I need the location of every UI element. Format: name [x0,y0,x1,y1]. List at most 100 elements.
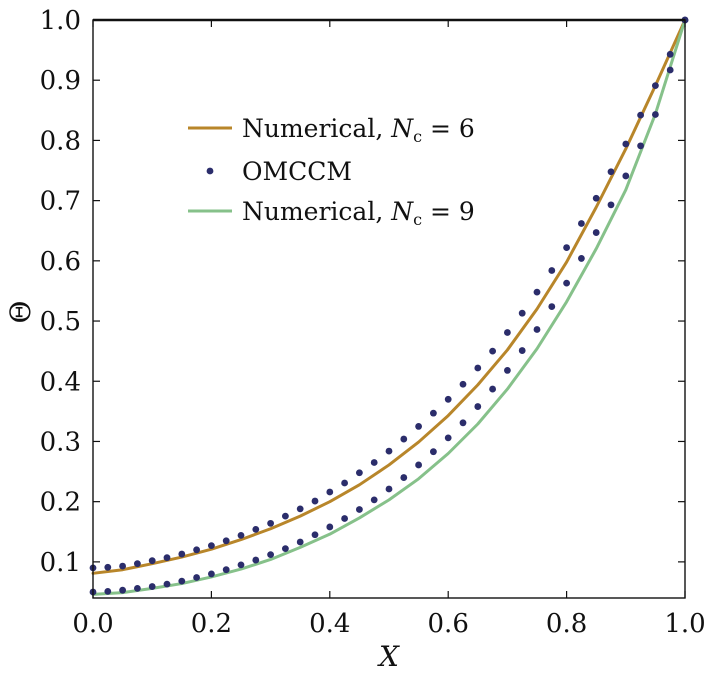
omccm-point [370,496,378,504]
y-tick-label: 0.7 [40,187,81,217]
omccm-point [474,364,482,372]
omccm-point [444,395,452,403]
y-tick-label: 0.6 [40,247,81,277]
x-tick-label: 0.8 [546,609,587,639]
omccm-point [504,367,511,374]
omccm-point [652,82,659,90]
omccm-point [341,515,348,522]
series-line-0 [91,18,687,575]
omccm-point [430,448,437,456]
omccm-point [326,488,334,496]
omccm-point [104,563,112,571]
series-line-1 [91,18,687,596]
omccm-point [208,542,215,550]
omccm-point [607,201,615,209]
omccm-point [548,267,556,274]
omccm-point [637,142,644,150]
omccm-point [370,459,378,466]
legend-label-numerical-nc9-sub: c [413,210,422,229]
legend-swatch-omccm [206,167,214,175]
omccm-point [592,229,600,236]
omccm-point [518,347,526,354]
omccm-point [533,288,541,296]
omccm-point [652,111,659,118]
omccm-point [208,570,215,578]
omccm-point [267,519,274,527]
omccm-point [311,531,319,539]
omccm-point [459,419,467,427]
omccm-point [607,168,615,176]
x-tick-label: 0.2 [191,609,232,639]
omccm-point [563,279,570,287]
x-axis-label: X [377,640,400,673]
omccm-point [178,577,186,585]
legend-entry-numerical-nc6: Numerical, Nc = 6 [188,114,475,146]
y-tick-label: 0.4 [40,367,81,397]
omccm-point [504,329,511,336]
omccm-point [415,423,422,430]
legend-label-numerical-nc9-rel: = 9 [422,197,475,226]
legend: Numerical, Nc = 6 OMCCM Numerical, Nc = … [188,114,475,229]
y-tick-label: 1.0 [40,6,81,36]
omccm-point [637,111,644,119]
legend-entry-numerical-nc9: Numerical, Nc = 9 [188,197,475,229]
omccm-point [193,574,201,581]
omccm-point [311,497,319,505]
omccm-point [622,140,630,148]
omccm-point [119,586,126,594]
omccm-point [622,172,630,180]
legend-label-numerical-nc6-var: N [390,114,414,143]
omccm-point [400,435,408,443]
omccm-point [548,303,556,310]
legend-label-numerical-nc6-sub: c [413,127,422,146]
omccm-point [178,550,186,558]
plot-background [93,20,685,598]
omccm-point [400,474,408,481]
omccm-point [237,561,245,569]
omccm-point [134,584,141,592]
omccm-point [282,512,289,520]
y-tick-label: 0.5 [40,307,81,337]
omccm-point [474,403,482,410]
y-tick-label: 0.2 [40,488,81,518]
omccm-point [578,255,585,262]
omccm-point [252,525,260,533]
omccm-point [163,554,171,562]
omccm-point [222,566,230,574]
legend-label-omccm: OMCCM [242,157,352,186]
omccm-point [119,562,126,570]
y-tick-label: 0.9 [40,66,81,96]
omccm-point [104,587,112,595]
omccm-point [326,523,334,531]
legend-entry-omccm: OMCCM [206,157,352,186]
legend-label-numerical-nc9-name: Numerical, [242,197,391,226]
x-tick-label: 0.6 [428,609,469,639]
omccm-point [296,505,304,513]
omccm-point [267,551,274,559]
omccm-point [385,485,393,493]
y-tick-label: 0.3 [40,427,81,457]
y-tick-label: 0.8 [40,126,81,156]
omccm-point [356,469,363,477]
omccm-point [563,244,570,251]
omccm-point [341,479,348,487]
omccm-point [489,347,496,355]
omccm-point [518,309,526,317]
omccm-point [533,326,541,333]
omccm-point [296,538,304,546]
omccm-point [666,50,674,58]
legend-label-numerical-nc9: Numerical, Nc = 9 [242,197,475,229]
omccm-point [459,380,467,388]
x-tick-label: 1.0 [664,609,705,639]
axis-tick-labels: 0.0 0.2 0.4 0.6 0.8 1.0 0.1 0.2 0.3 0.4 0.5 0.6 0.7 0… [40,6,706,639]
omccm-point [148,583,156,590]
omccm-point [163,580,171,588]
omccm-point [385,447,393,455]
omccm-point [356,506,363,513]
x-tick-label: 0.0 [72,609,113,639]
x-tick-label: 0.4 [309,609,350,639]
omccm-point [148,557,156,565]
legend-label-numerical-nc6-name: Numerical, [242,114,391,143]
omccm-point [430,409,437,417]
